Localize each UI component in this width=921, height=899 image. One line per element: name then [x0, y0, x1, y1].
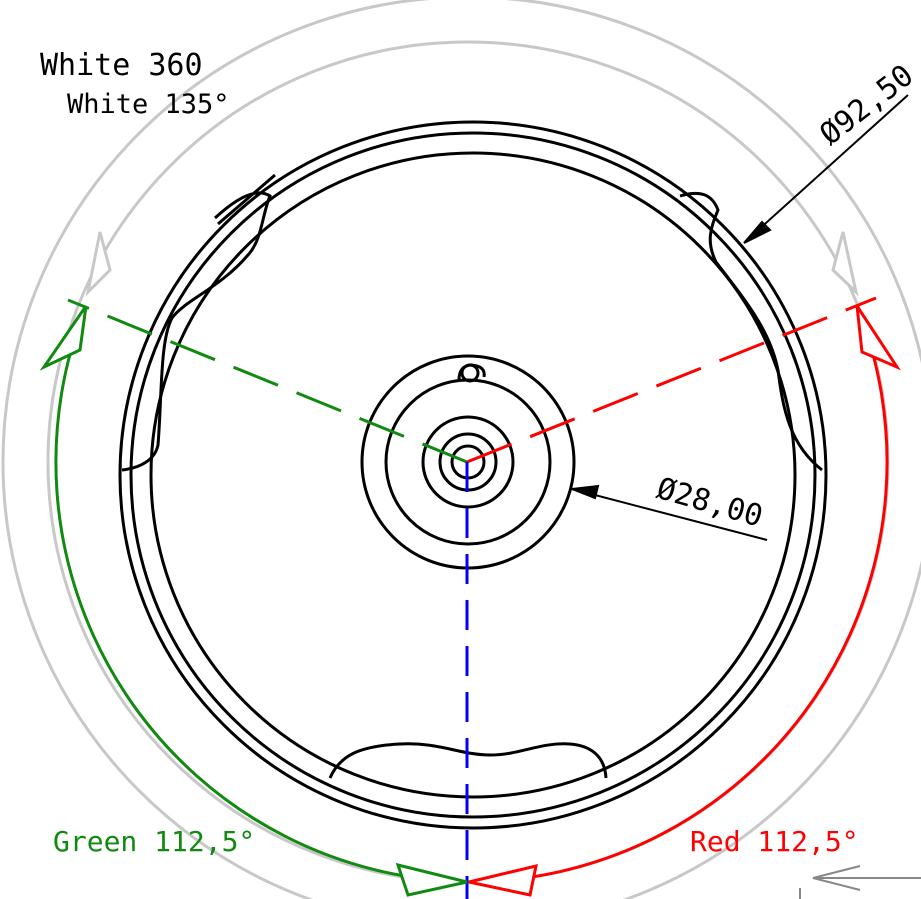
rim-inner-circle — [129, 131, 817, 819]
label-white-135: White 135° — [67, 89, 230, 120]
white-arrow-left — [85, 231, 112, 297]
red-arc — [468, 305, 889, 884]
grip-top-left-edge — [217, 173, 276, 226]
label-white-360: White 360 — [40, 48, 203, 83]
rim-outer-circle — [118, 120, 828, 830]
label-green-angle: Green 112,5° — [53, 825, 255, 858]
white-arrow-right — [831, 231, 859, 297]
grip-bottom — [328, 742, 608, 779]
corner-symbol — [799, 865, 921, 899]
hub-ring-3 — [421, 415, 515, 509]
wheel-inner-circle — [149, 151, 797, 799]
leader-hub — [571, 488, 768, 541]
leader-outer — [745, 94, 909, 242]
centerline-green — [67, 298, 468, 464]
corner-arrow — [812, 865, 861, 891]
label-red-angle: Red 112,5° — [690, 825, 859, 858]
green-arc — [54, 305, 468, 884]
green-arrow-bottom — [395, 862, 468, 897]
hub-screw — [460, 363, 480, 383]
centerline-red — [466, 296, 877, 464]
green-arrow-top — [39, 305, 88, 371]
grip-top-left — [121, 191, 272, 472]
red-arrow-bottom — [468, 863, 538, 897]
green-angle-dimension — [39, 305, 468, 897]
red-arrow-top — [855, 305, 901, 371]
red-angle-dimension — [468, 305, 901, 897]
wheel-rim — [118, 120, 828, 830]
grip-top-right — [679, 191, 823, 472]
diameter-leaders — [571, 94, 909, 541]
leader-outer-arrow — [743, 220, 772, 244]
leader-hub-arrow — [571, 484, 600, 500]
label-diameter-outer: Ø92,50 — [813, 58, 920, 152]
